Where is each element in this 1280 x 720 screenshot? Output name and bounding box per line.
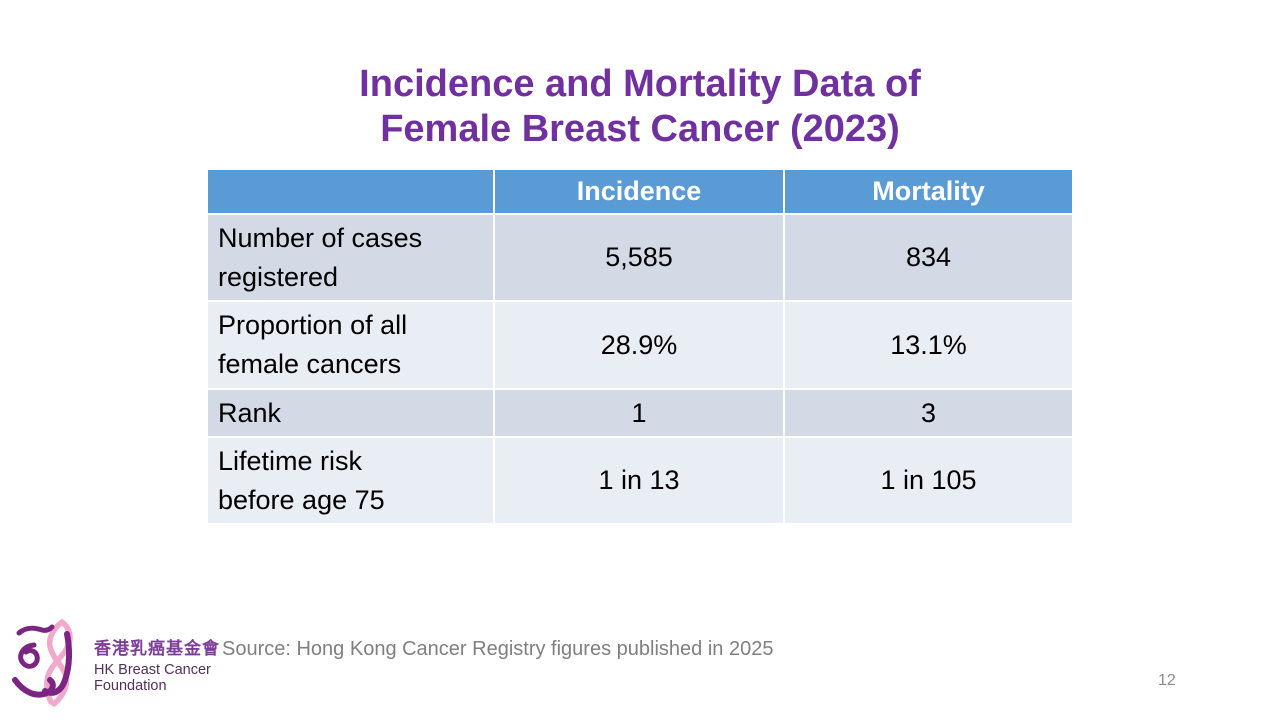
- hkbcf-english-name-line2: Foundation: [94, 678, 167, 694]
- table-cell-value: 28.9%: [495, 302, 783, 388]
- table-row-label: Proportion of all female cancers: [208, 302, 493, 388]
- table-row-label: Rank: [208, 390, 493, 436]
- hkbcf-english-name: HK Breast Cancer Foundation: [94, 662, 220, 694]
- hkbcf-logo: 香港乳癌基金會 HK Breast Cancer Foundation: [10, 618, 220, 708]
- page-number: 12: [1158, 672, 1176, 689]
- slide-title-line2: Female Breast Cancer (2023): [380, 108, 900, 150]
- table-cell-value: 1 in 13: [495, 438, 783, 523]
- slide-title: Incidence and Mortality Data of Female B…: [0, 62, 1280, 152]
- slide-title-line1: Incidence and Mortality Data of: [359, 63, 921, 105]
- table-cell-value: 3: [785, 390, 1072, 436]
- table-header-incidence: Incidence: [495, 170, 783, 213]
- table-cell-value: 13.1%: [785, 302, 1072, 388]
- table-cell-value: 834: [785, 215, 1072, 300]
- table-header-mortality: Mortality: [785, 170, 1072, 213]
- table-cell-value: 1 in 105: [785, 438, 1072, 523]
- table-cell-value: 5,585: [495, 215, 783, 300]
- hkbcf-logo-mark-icon: [10, 618, 90, 708]
- hkbcf-chinese-name: 香港乳癌基金會: [94, 639, 220, 658]
- hkbcf-logo-text: 香港乳癌基金會 HK Breast Cancer Foundation: [94, 618, 220, 694]
- table-cell-value: 1: [495, 390, 783, 436]
- table-row-label: Number of cases registered: [208, 215, 493, 300]
- hkbcf-english-name-line1: HK Breast Cancer: [94, 662, 211, 678]
- table-header-blank: [208, 170, 493, 213]
- source-note: Source: Hong Kong Cancer Registry figure…: [222, 638, 774, 660]
- table-row-label: Lifetime risk before age 75: [208, 438, 493, 523]
- incidence-mortality-table: Incidence Mortality Number of cases regi…: [208, 170, 1072, 523]
